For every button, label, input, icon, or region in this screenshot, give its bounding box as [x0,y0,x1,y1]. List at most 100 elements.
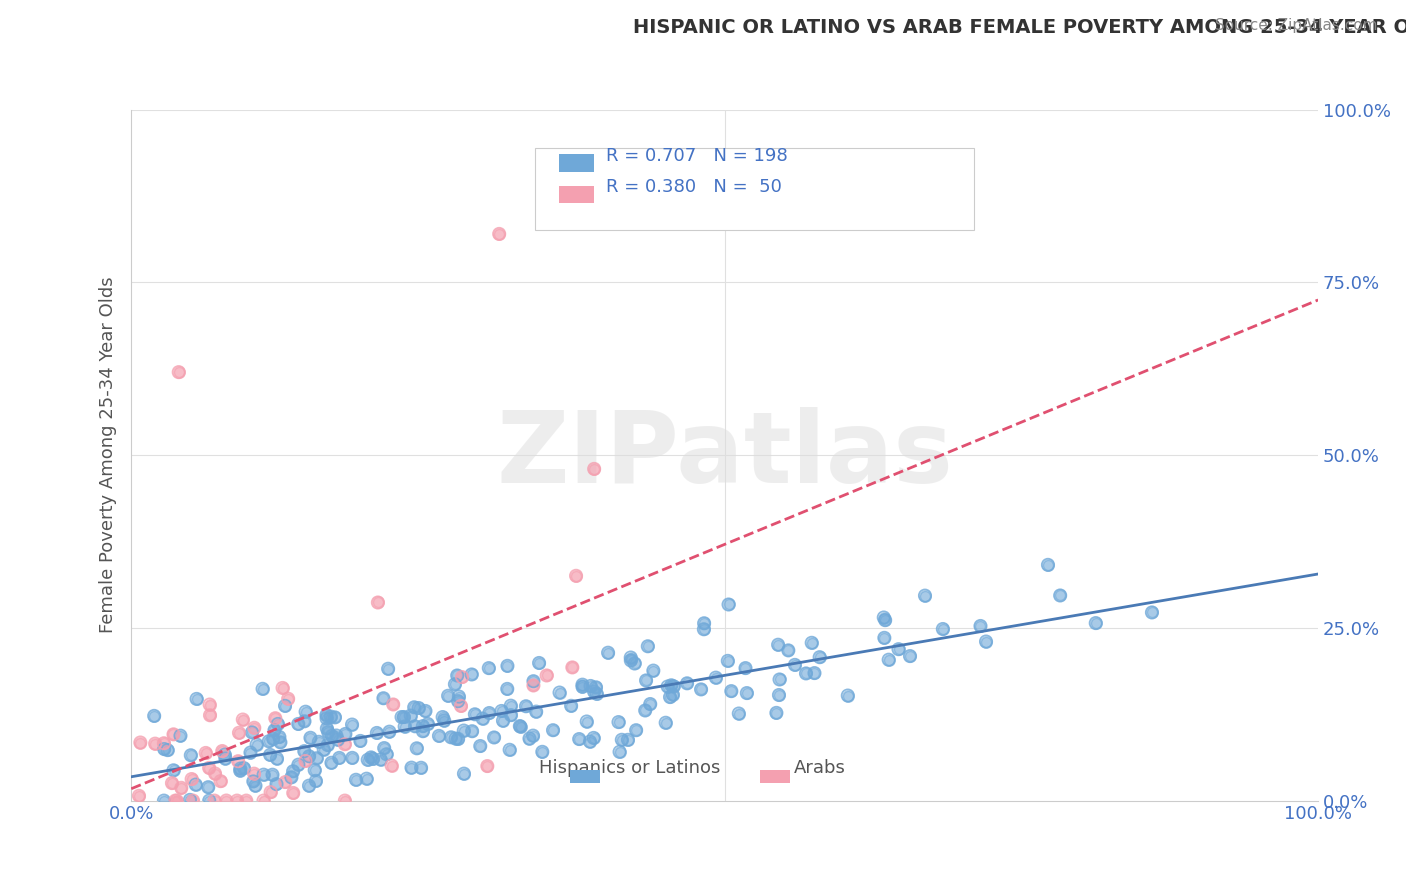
Point [717,654,740,668]
Point [450,698,472,713]
Point [312,742,335,756]
Point [274,698,297,713]
Point [440,731,463,745]
Point [333,794,356,808]
Point [974,634,997,648]
Point [803,666,825,681]
Point [453,766,475,780]
Point [229,762,252,776]
Point [180,748,202,763]
Point [596,646,619,660]
Point [243,766,266,780]
Text: Source: ZipAtlas.com: Source: ZipAtlas.com [1215,18,1378,33]
Point [165,794,187,808]
Point [634,704,657,718]
Point [179,793,201,807]
Point [257,734,280,748]
Point [292,744,315,758]
Point [404,719,426,733]
Point [623,657,645,671]
Point [325,729,347,743]
Point [783,657,806,672]
Point [412,724,434,739]
Point [575,714,598,729]
Point [509,719,531,733]
Point [877,653,900,667]
Point [198,708,221,723]
Point [375,747,398,762]
Point [356,772,378,786]
Point [204,766,226,780]
Point [228,726,250,740]
Point [160,776,183,790]
Point [344,772,367,787]
Point [153,794,176,808]
Point [1049,589,1071,603]
Point [204,794,226,808]
Point [582,731,605,745]
Point [197,780,219,794]
Point [214,747,236,762]
Point [451,670,474,684]
Point [366,726,388,740]
Point [153,736,176,750]
Point [766,638,789,652]
Point [167,365,190,379]
Point [242,774,264,789]
Point [252,681,274,696]
Point [693,622,716,636]
Point [316,725,339,739]
Point [877,653,900,667]
Point [394,719,416,733]
Point [499,708,522,723]
Point [232,713,254,727]
Point [585,687,607,701]
Point [717,654,740,668]
Point [541,723,564,738]
Point [734,661,756,675]
Point [280,770,302,784]
Point [637,640,659,654]
Point [416,717,439,731]
Point [321,729,343,743]
Point [536,668,558,682]
Point [315,722,337,736]
Point [499,698,522,713]
Point [129,735,152,749]
Point [583,462,606,476]
Point [186,692,208,706]
Point [211,744,233,758]
Point [245,779,267,793]
Point [328,751,350,765]
Point [690,682,713,697]
Point [974,634,997,648]
Point [179,793,201,807]
Point [281,764,304,779]
Point [269,730,291,744]
Point [412,719,434,733]
Point [209,774,232,789]
Point [427,729,450,743]
Point [377,662,399,676]
Point [162,727,184,741]
Point [717,598,740,612]
Point [160,776,183,790]
Point [162,764,184,778]
Point [548,685,571,699]
Point [477,759,499,773]
Point [1036,558,1059,572]
Point [531,745,554,759]
Point [492,714,515,728]
Point [263,723,285,738]
Point [643,664,665,678]
Point [453,766,475,780]
Point [333,737,356,751]
Point [277,691,299,706]
Point [470,739,492,753]
Point [582,684,605,698]
Point [170,780,193,795]
Point [181,794,204,808]
Point [304,763,326,777]
Point [287,757,309,772]
Point [654,715,676,730]
